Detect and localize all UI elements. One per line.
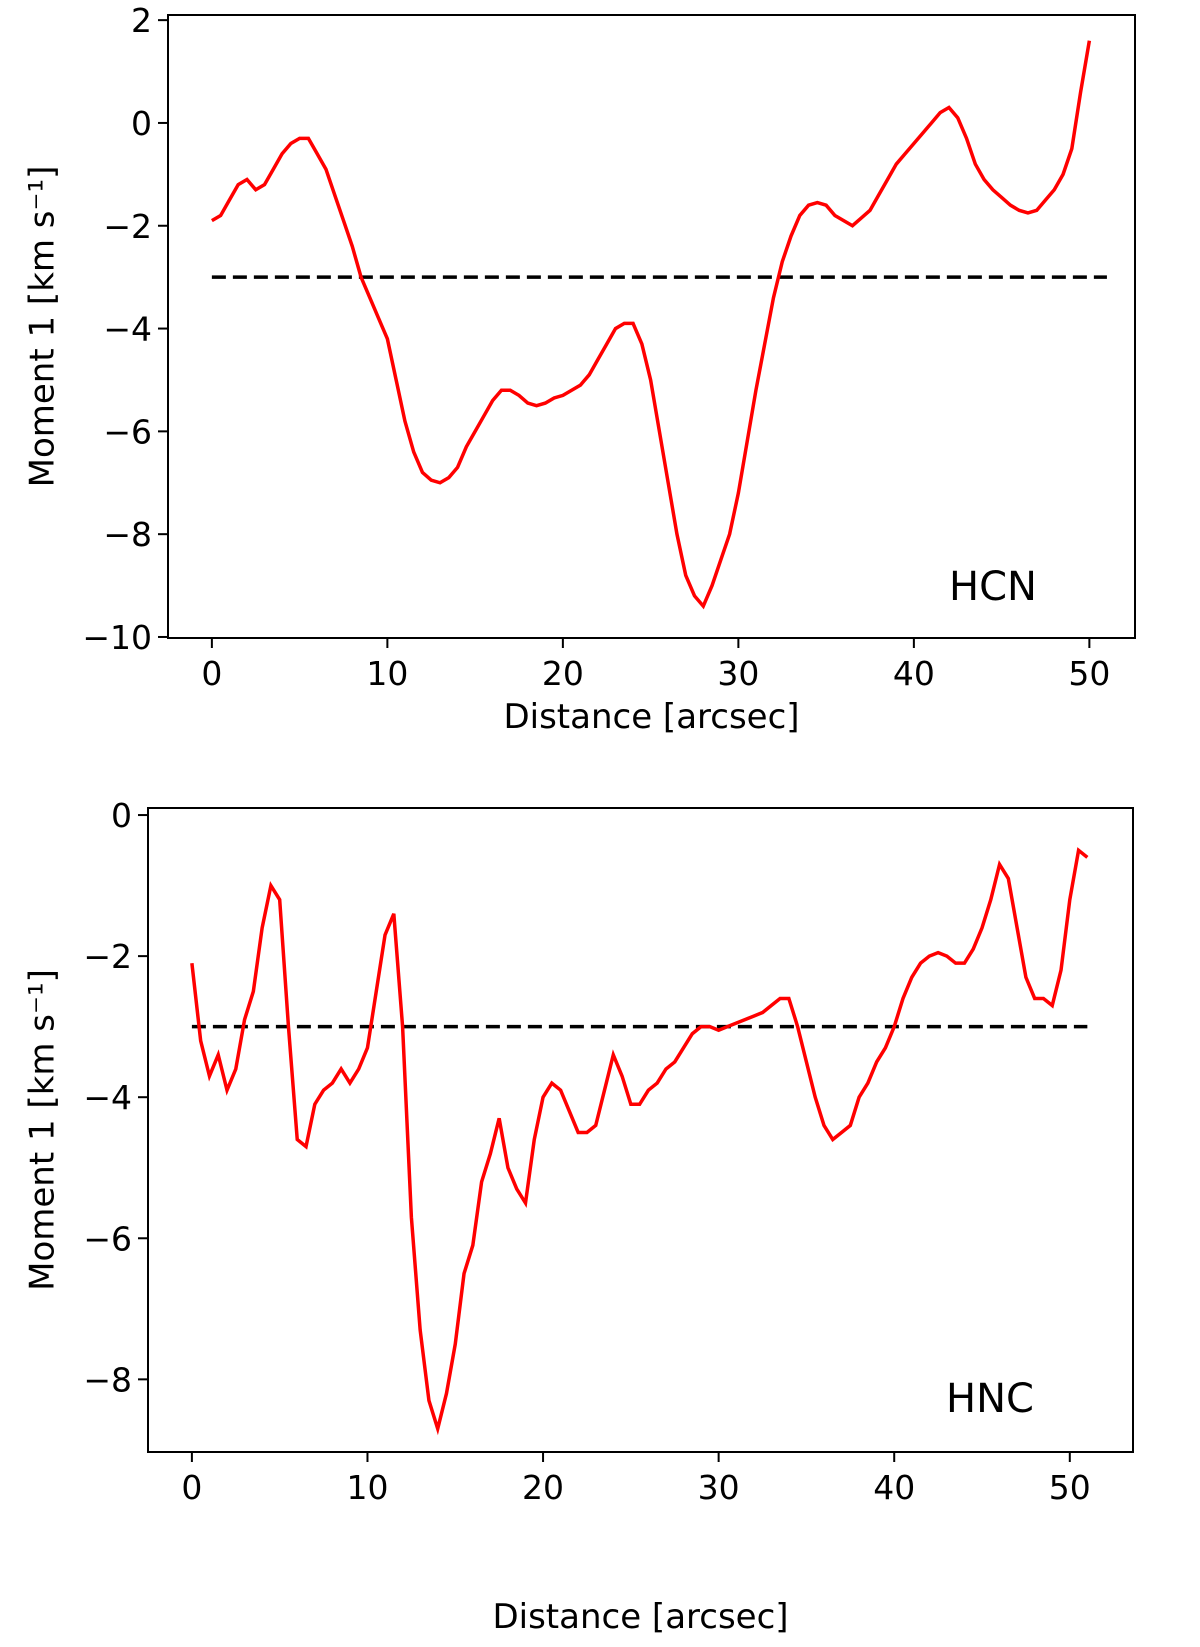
- subplot: 0 10 20 30 40 50 −10 −8 −6 −4 −2 0 2 HCN Distance [arc…: [23, 1, 1136, 737]
- y-tick-label: 0: [131, 104, 152, 143]
- data-line: [210, 40, 1092, 610]
- x-tick-label: 20: [542, 654, 584, 693]
- y-axis-label: Moment 1 [km s⁻¹]: [23, 969, 63, 1291]
- x-tick-label: 40: [873, 1468, 915, 1507]
- x-tick-label: 30: [698, 1468, 740, 1507]
- x-tick-label: 20: [522, 1468, 564, 1507]
- annotation: HNC: [946, 1376, 1034, 1422]
- y-tick-label: −4: [83, 1078, 132, 1117]
- x-tick-label: 0: [181, 1468, 202, 1507]
- plot-area: [190, 847, 1089, 1436]
- x-tick-label: 0: [201, 654, 222, 693]
- x-tick-label: 10: [366, 654, 408, 693]
- subplot: 0 10 20 30 40 50 −8 −6 −4 −2 0 HNC Distance [arcsec]…: [23, 796, 1134, 1637]
- axes-frame: [147, 807, 1134, 1453]
- y-tick-label: −6: [83, 1219, 132, 1258]
- x-axis-label: Distance [arcsec]: [492, 1597, 788, 1637]
- data-line: [190, 847, 1089, 1436]
- y-tick-label: −8: [103, 515, 152, 554]
- plot-area: [210, 40, 1107, 610]
- x-tick-label: 10: [346, 1468, 388, 1507]
- x-axis-label: Distance [arcsec]: [503, 697, 799, 737]
- axes-frame: [167, 14, 1136, 639]
- y-tick-label: −2: [103, 207, 152, 246]
- y-tick-label: −2: [83, 937, 132, 976]
- y-tick-label: −10: [82, 618, 152, 657]
- x-tick-label: 50: [1068, 654, 1110, 693]
- y-tick-label: 0: [111, 796, 132, 835]
- annotation: HCN: [949, 564, 1037, 610]
- x-tick-label: 40: [893, 654, 935, 693]
- y-tick-label: −6: [103, 412, 152, 451]
- y-tick-label: −8: [83, 1360, 132, 1399]
- y-axis-label: Moment 1 [km s⁻¹]: [23, 166, 63, 488]
- y-tick-label: −4: [103, 310, 152, 349]
- x-tick-label: 30: [717, 654, 759, 693]
- y-tick-label: 2: [131, 1, 152, 40]
- x-tick-label: 50: [1049, 1468, 1091, 1507]
